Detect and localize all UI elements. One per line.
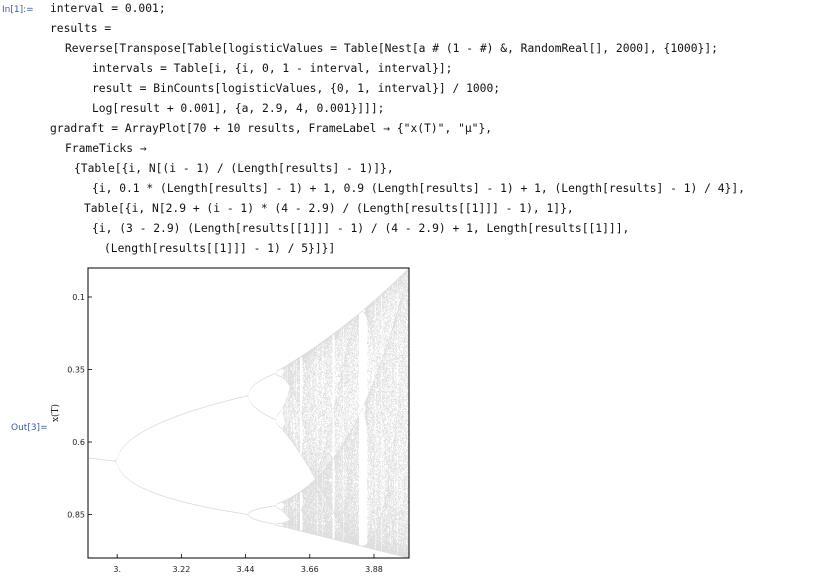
- code-line: Reverse[Transpose[Table[logisticValues =…: [65, 42, 718, 55]
- code-line: result = BinCounts[logisticValues, {0, 1…: [92, 82, 501, 95]
- y-tick-label: 0.6: [72, 438, 85, 447]
- code-line: interval = 0.001;: [50, 2, 166, 15]
- code-line: {Table[{i, N[(i - 1) / (Length[results] …: [74, 162, 394, 175]
- y-tick-label: 0.1: [72, 293, 85, 302]
- x-tick-label: 3.44: [237, 565, 255, 574]
- output-cell-label: Out[3]=: [11, 423, 48, 433]
- bifurcation-points: [88, 267, 410, 559]
- code-line: {i, (3 - 2.9) (Length[results[[1]]] - 1)…: [92, 222, 630, 235]
- x-tick-label: 3.22: [172, 565, 190, 574]
- plot-frame: [87, 267, 410, 559]
- input-cell-code[interactable]: interval = 0.001; results = Reverse[Tran…: [0, 0, 827, 260]
- plot-ticks: 3. 3.22 3.44 3.66 3.88 0.1 0.35 0.6 0.85: [67, 293, 383, 574]
- x-tick-label: 3.88: [365, 565, 383, 574]
- code-line: (Length[results[[1]]] - 1) / 5}]}]: [104, 242, 336, 255]
- x-tick-label: 3.: [113, 565, 121, 574]
- y-axis-label: x(T): [50, 404, 61, 422]
- x-tick-label: 3.66: [301, 565, 319, 574]
- input-cell-label: In[1]:=: [2, 5, 34, 15]
- code-line: gradraft = ArrayPlot[70 + 10 results, Fr…: [50, 122, 493, 135]
- code-line: intervals = Table[i, {i, 0, 1 - interval…: [92, 62, 453, 75]
- y-tick-label: 0.35: [67, 366, 85, 375]
- code-line: Log[result + 0.001], {a, 2.9, 4, 0.001}]…: [92, 102, 385, 115]
- bifurcation-array-plot: 3. 3.22 3.44 3.66 3.88 0.1 0.35 0.6 0.85 x(T): [50, 267, 410, 574]
- plot-marks: [88, 267, 410, 559]
- code-line: Table[{i, N[2.9 + (i - 1) * (4 - 2.9) / …: [84, 202, 574, 215]
- y-tick-label: 0.85: [67, 511, 85, 520]
- code-line: results =: [50, 22, 112, 35]
- code-line: {i, 0.1 * (Length[results] - 1) + 1, 0.9…: [92, 182, 745, 195]
- output-plot[interactable]: 3. 3.22 3.44 3.66 3.88 0.1 0.35 0.6 0.85 x(T): [0, 260, 827, 578]
- code-line: FrameTicks →: [65, 142, 147, 155]
